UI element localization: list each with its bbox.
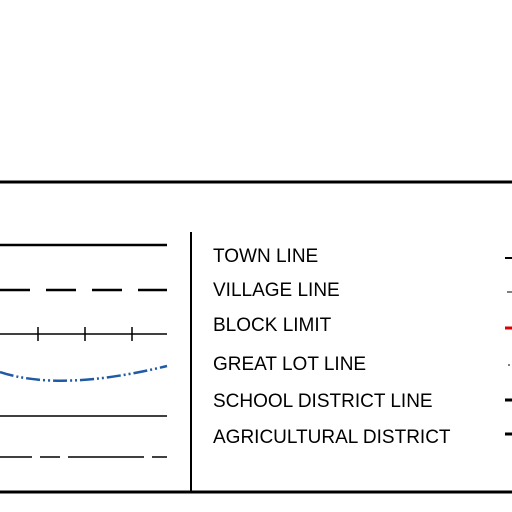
legend-label: VILLAGE LINE [213,280,340,301]
great-lot-line-symbol [0,364,168,382]
legend-label: BLOCK LIMIT [213,315,332,336]
legend-label: TOWN LINE [213,246,318,267]
legend-label: SCHOOL DISTRICT LINE [213,391,433,412]
legend-label: GREAT LOT LINE [213,354,366,375]
legend-label: AGRICULTURAL DISTRICT [213,427,451,448]
block-limit-symbol [0,327,167,341]
